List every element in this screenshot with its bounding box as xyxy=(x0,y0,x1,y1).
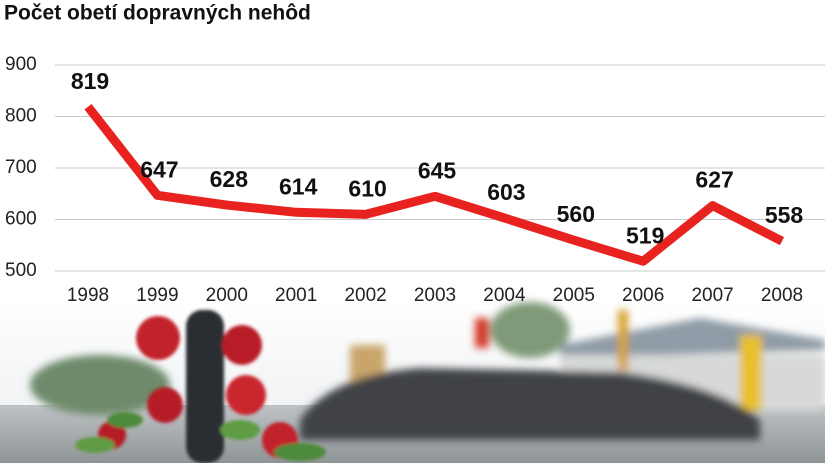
y-tick-label: 600 xyxy=(5,209,37,230)
x-tick-label: 2006 xyxy=(622,285,664,306)
value-label: 519 xyxy=(626,222,664,248)
x-tick-label: 2000 xyxy=(206,285,248,306)
value-label: 560 xyxy=(557,201,595,227)
y-tick-label: 700 xyxy=(5,157,37,178)
x-tick-label: 1998 xyxy=(67,285,109,306)
line xyxy=(84,103,785,266)
x-tick-label: 1999 xyxy=(136,285,178,306)
chart-title: Počet obetí dopravných nehôd xyxy=(4,2,311,25)
y-tick-label: 900 xyxy=(5,54,37,75)
value-label: 558 xyxy=(765,202,804,228)
value-label: 647 xyxy=(140,156,178,182)
x-tick-label: 2003 xyxy=(414,285,456,306)
value-label: 603 xyxy=(487,179,525,205)
value-label: 628 xyxy=(210,166,249,192)
x-tick-label: 2001 xyxy=(275,285,317,306)
value-label: 819 xyxy=(71,68,109,94)
x-tick-label: 2004 xyxy=(483,285,526,306)
photo xyxy=(0,300,825,463)
x-tick-label: 2008 xyxy=(761,285,803,306)
value-label: 614 xyxy=(279,173,318,199)
x-tick-label: 2007 xyxy=(691,285,733,306)
value-label: 645 xyxy=(418,157,457,183)
y-tick-label: 800 xyxy=(5,106,37,127)
value-label: 610 xyxy=(348,175,386,201)
value-label: 627 xyxy=(695,167,733,193)
x-tick-label: 2005 xyxy=(553,285,595,306)
y-tick-label: 500 xyxy=(5,260,37,281)
x-tick-label: 2002 xyxy=(344,285,386,306)
